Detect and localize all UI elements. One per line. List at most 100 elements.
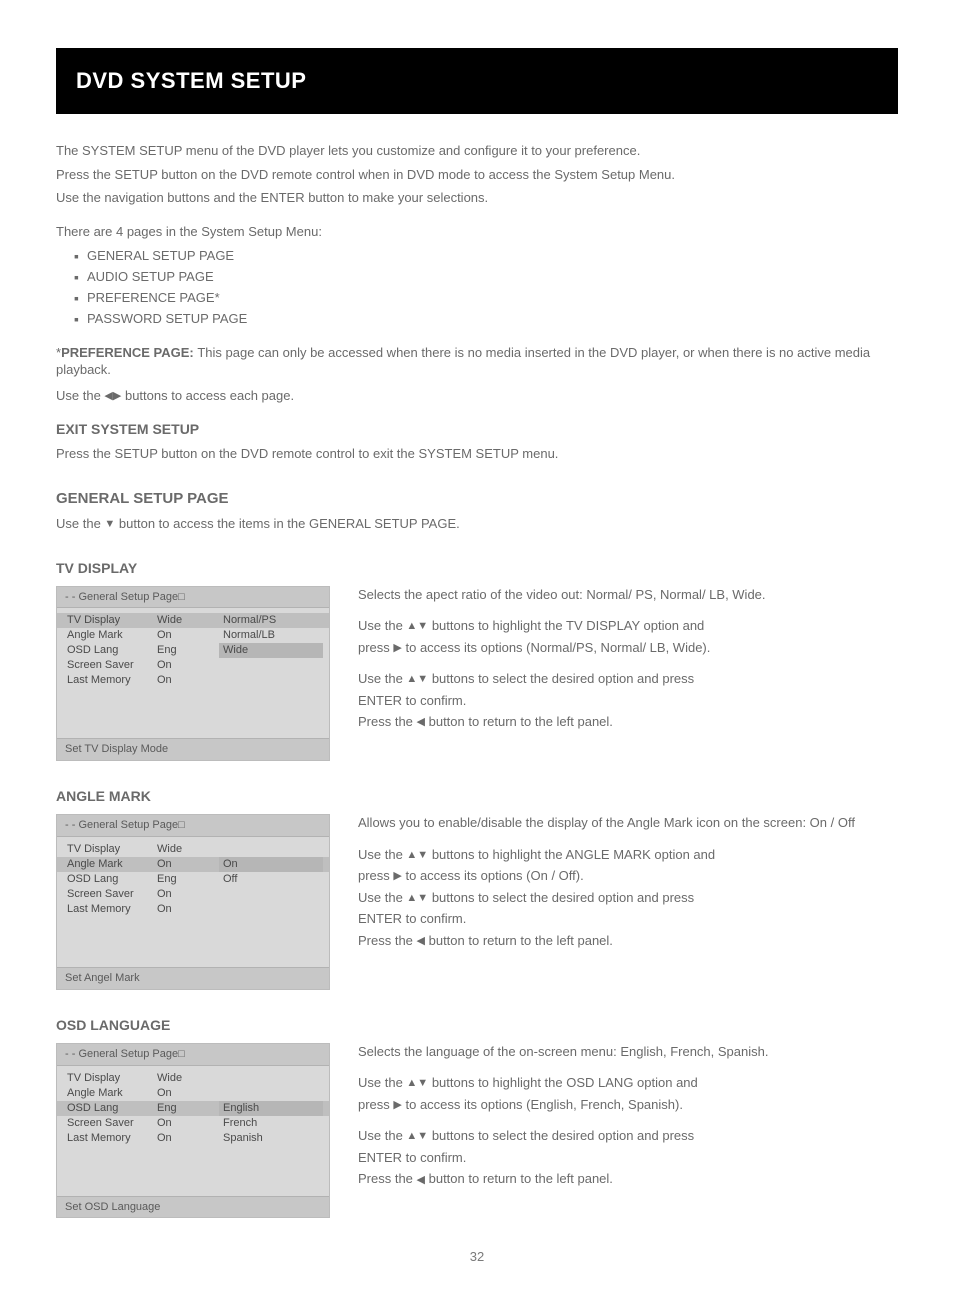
- setup-menu-row: [57, 947, 329, 962]
- instr-post: buttons to highlight the TV DISPLAY opti…: [428, 618, 704, 633]
- menu-row-value: On: [157, 902, 219, 917]
- section-instr-line: Use the ▲▼ buttons to highlight the OSD …: [358, 1074, 898, 1092]
- menu-row-option-cell: Normal/PS: [219, 613, 323, 628]
- section-instr-line: press ▶ to access its options (On / Off)…: [358, 867, 898, 885]
- setup-menu: - - General Setup Page□TV DisplayWideAng…: [56, 1043, 330, 1219]
- left-icon: ◀: [417, 715, 425, 730]
- menu-option: French: [219, 1116, 323, 1131]
- setup-menu-row: Last MemoryOnSpanish: [57, 1131, 329, 1146]
- section-right-col: Selects the apect ratio of the video out…: [358, 586, 898, 735]
- setup-menu-row: Screen SaverOn: [57, 658, 329, 673]
- menu-row-label: Screen Saver: [67, 658, 157, 673]
- menu-row-value: On: [157, 673, 219, 688]
- section-instr-line: Use the ▲▼ buttons to highlight the ANGL…: [358, 846, 898, 864]
- intro-block: The SYSTEM SETUP menu of the DVD player …: [56, 142, 876, 207]
- setup-menu-footer: Set TV Display Mode: [57, 738, 329, 760]
- bullet-icon: ▪: [74, 248, 79, 264]
- menu-row-value: On: [157, 887, 219, 902]
- right-icon: ▶: [393, 869, 401, 884]
- instr-pre: press: [358, 1097, 393, 1112]
- banner-title: DVD SYSTEM SETUP: [76, 66, 306, 96]
- instr-post: to access its options (English, French, …: [402, 1097, 683, 1112]
- section-instr-line: Press the ◀ button to return to the left…: [358, 932, 898, 950]
- section-instr-line: ENTER to confirm.: [358, 1149, 898, 1167]
- menu-row-option-cell: English: [219, 1101, 323, 1116]
- setup-menu-row: [57, 1161, 329, 1176]
- setup-menu-body: TV DisplayWideNormal/PSAngle MarkOnNorma…: [57, 608, 329, 738]
- setup-menu: - - General Setup Page□ TV DisplayWideNor…: [56, 586, 330, 762]
- menu-row-label: Screen Saver: [67, 1116, 157, 1131]
- menu-row-value: Wide: [157, 1071, 219, 1086]
- section-instr-line: [358, 660, 898, 666]
- menu-row-label: OSD Lang: [67, 643, 157, 658]
- pref-note: *PREFERENCE PAGE: This page can only be …: [56, 344, 898, 379]
- menu-row-label: Angle Mark: [67, 628, 157, 643]
- instr-pre: Use the: [358, 671, 406, 686]
- menu-row-value: Eng: [157, 1101, 219, 1116]
- section-instr-line: ENTER to confirm.: [358, 910, 898, 928]
- menu-row-label: Last Memory: [67, 1131, 157, 1146]
- section-instr-line: Use the ▲▼ buttons to select the desired…: [358, 889, 898, 907]
- menu-row-value: Eng: [157, 643, 219, 658]
- section-instr-line: Press the ◀ button to return to the left…: [358, 713, 898, 731]
- updown-icon: ▲▼: [406, 1076, 428, 1091]
- exit-title: EXIT SYSTEM SETUP: [56, 420, 898, 439]
- setup-menu-footer: Set OSD Language: [57, 1196, 329, 1218]
- intro-p2: Press the SETUP button on the DVD remote…: [56, 166, 876, 184]
- setup-menu-row: OSD LangEngWide: [57, 643, 329, 658]
- setup-menu-row: OSD LangEngOff: [57, 872, 329, 887]
- intro-p3: Use the navigation buttons and the ENTER…: [56, 189, 876, 207]
- setup-menu-body: TV DisplayWideAngle MarkOnOSD LangEngEng…: [57, 1066, 329, 1196]
- setup-menu-row: TV DisplayWideNormal/PS: [57, 613, 329, 628]
- bullet-icon: ▪: [74, 290, 79, 306]
- pages-list-item: ▪GENERAL SETUP PAGE: [74, 246, 898, 265]
- nav-note-post: buttons to access each page.: [121, 388, 294, 403]
- setup-menu-footer: Set Angel Mark: [57, 967, 329, 989]
- right-icon: ▶: [393, 1098, 401, 1113]
- setup-menu-row: Angle MarkOn: [57, 1086, 329, 1101]
- instr-pre: press: [358, 640, 393, 655]
- menu-row-option-cell: French: [219, 1116, 323, 1131]
- setup-menu-body: TV DisplayWideAngle MarkOnOnOSD LangEngO…: [57, 837, 329, 967]
- menu-row-value: On: [157, 658, 219, 673]
- setup-menu-row: OSD LangEngEnglish: [57, 1101, 329, 1116]
- instr-post: buttons to highlight the OSD LANG option…: [428, 1075, 698, 1090]
- instr-pre: Press the: [358, 714, 417, 729]
- exit-body: Press the SETUP button on the DVD remote…: [56, 445, 898, 463]
- instr-post: button to return to the left panel.: [425, 1171, 613, 1186]
- setup-menu-row: [57, 917, 329, 932]
- section-title: TV DISPLAY: [56, 559, 898, 578]
- setup-menu-row: Screen SaverOnFrench: [57, 1116, 329, 1131]
- pages-list-item-label: AUDIO SETUP PAGE: [87, 269, 214, 284]
- instr-post: to access its options (On / Off).: [402, 868, 584, 883]
- section-instr-line: Use the ▲▼ buttons to highlight the TV D…: [358, 617, 898, 635]
- setup-menu-row: [57, 1176, 329, 1191]
- general-intro-post: button to access the items in the GENERA…: [115, 516, 459, 531]
- section-row: - - General Setup Page□ TV DisplayWideNor…: [56, 586, 898, 762]
- left-icon: ◀: [417, 934, 425, 949]
- section-instr-line: [358, 1117, 898, 1123]
- section-title: ANGLE MARK: [56, 787, 898, 806]
- menu-row-option-cell: Off: [219, 872, 323, 887]
- instr-post: ENTER to confirm.: [358, 1150, 466, 1165]
- section-right-col: Selects the language of the on-screen me…: [358, 1043, 898, 1192]
- instr-pre: Use the: [358, 618, 406, 633]
- pref-note-title: PREFERENCE PAGE:: [61, 345, 197, 360]
- section-row: - - General Setup Page□TV DisplayWideAng…: [56, 814, 898, 990]
- menu-row-label: Angle Mark: [67, 1086, 157, 1101]
- setup-menu-header: - - General Setup Page□: [57, 815, 329, 837]
- menu-row-option-cell: On: [219, 857, 323, 872]
- menu-row-value: Wide: [157, 842, 219, 857]
- bullet-icon: ▪: [74, 311, 79, 327]
- instr-post: to access its options (Normal/PS, Normal…: [402, 640, 710, 655]
- section-desc: Allows you to enable/disable the display…: [358, 814, 898, 832]
- section-row: - - General Setup Page□TV DisplayWideAng…: [56, 1043, 898, 1219]
- section-desc: Selects the language of the on-screen me…: [358, 1043, 898, 1061]
- nav-note-pre: Use the: [56, 388, 104, 403]
- setup-menu-header: - - General Setup Page□: [57, 587, 329, 609]
- bullet-icon: ▪: [74, 269, 79, 285]
- menu-row-label: OSD Lang: [67, 872, 157, 887]
- updown-icon: ▲▼: [406, 1129, 428, 1144]
- setup-menu-row: TV DisplayWide: [57, 842, 329, 857]
- updown-icon: ▲▼: [406, 848, 428, 863]
